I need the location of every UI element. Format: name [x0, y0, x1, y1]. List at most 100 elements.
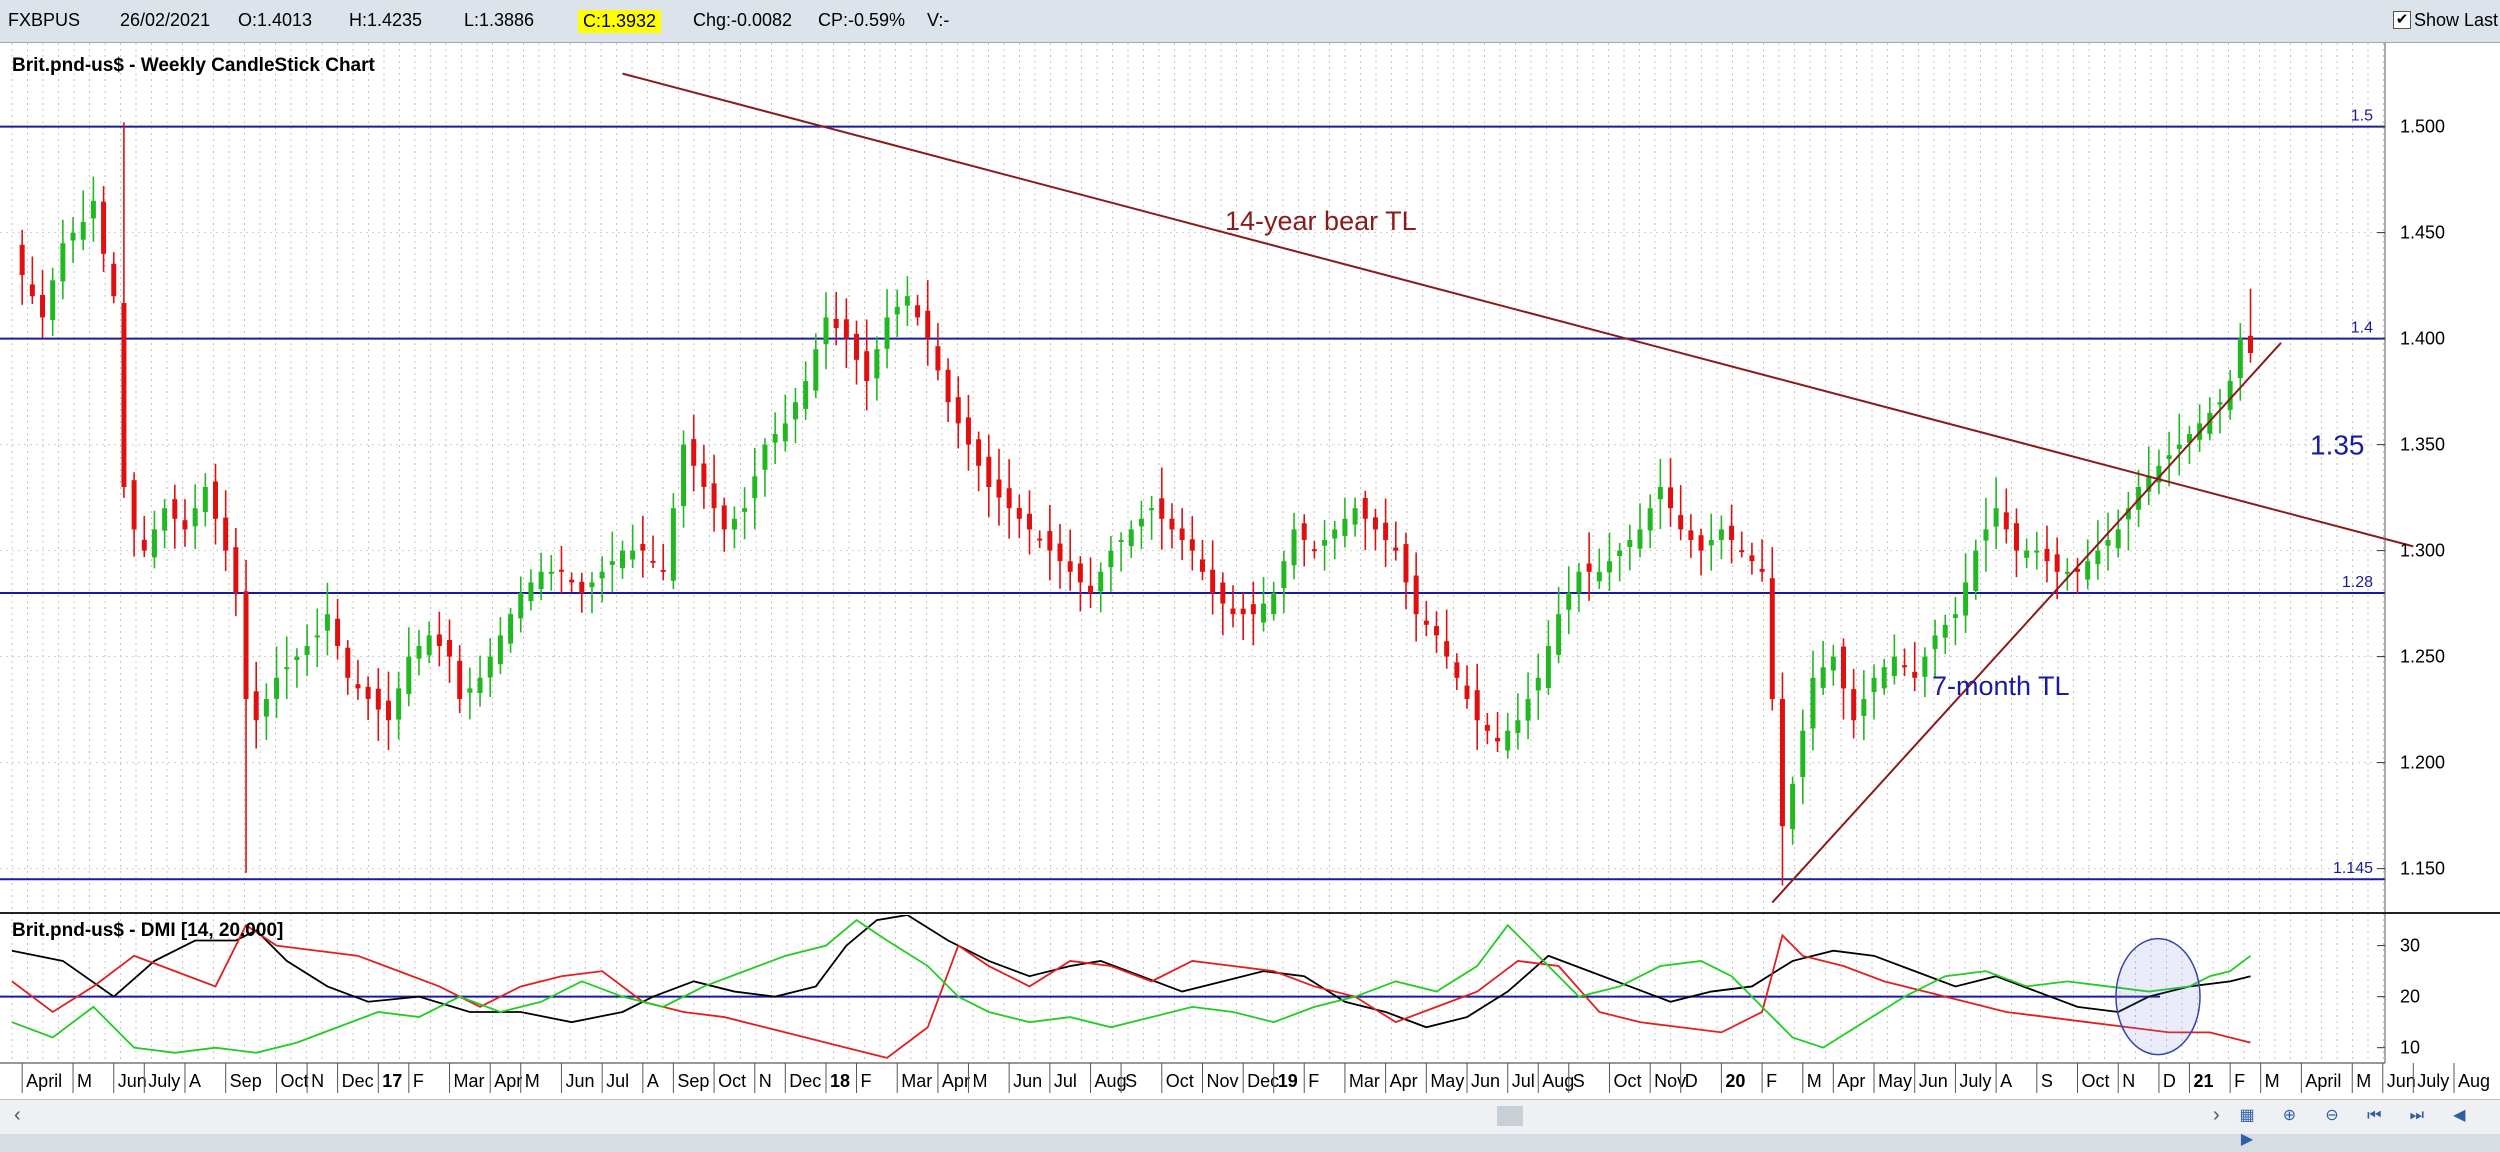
time-tick-label: Jun	[565, 1071, 594, 1091]
candle-body	[2034, 550, 2040, 553]
candle-body	[50, 280, 56, 321]
candle-body	[1464, 685, 1470, 699]
show-last-checkbox[interactable]: ✔	[2393, 11, 2411, 29]
candle-body	[1291, 529, 1297, 566]
time-tick-label: F	[1308, 1071, 1319, 1091]
candle-body	[2207, 412, 2213, 434]
time-tick-label: Aug	[2458, 1071, 2490, 1091]
candle-body	[2248, 335, 2253, 354]
time-tick-label: Oct	[2082, 1071, 2110, 1091]
zoom-out-icon[interactable]: ⊖	[2325, 1107, 2339, 1124]
candle-body	[1210, 569, 1216, 593]
candle-body	[1952, 614, 1958, 619]
time-tick-label: M	[2265, 1071, 2280, 1091]
go-last-icon[interactable]: ⏭	[2409, 1107, 2425, 1124]
candle-body	[1403, 544, 1409, 583]
candle-body	[915, 305, 921, 318]
candle-body	[1301, 523, 1307, 540]
candle-body	[365, 686, 371, 699]
candle-body	[1149, 508, 1155, 511]
candle-body	[630, 550, 636, 560]
dmi-plus-di-line	[11, 918, 2252, 1054]
candle-body	[1963, 582, 1969, 616]
candle-body	[1688, 530, 1694, 540]
candle-body	[945, 369, 951, 403]
time-tick-label: Apr	[494, 1071, 522, 1091]
candle-body	[304, 646, 310, 655]
candle-body	[1810, 677, 1816, 729]
time-tick-label: F	[2234, 1071, 2245, 1091]
scroll-right-icon[interactable]: ›	[2213, 1104, 2220, 1126]
candle-body	[1871, 677, 1877, 693]
go-first-icon[interactable]: ⏮	[2367, 1107, 2382, 1124]
candle-body	[1698, 535, 1704, 551]
candle-body	[385, 700, 391, 721]
candle-body	[1362, 497, 1368, 519]
candle-body	[681, 444, 687, 507]
candle-body	[131, 480, 137, 530]
time-axis-background	[0, 1063, 2385, 1099]
level-line-label: 1.145	[2333, 860, 2373, 877]
time-tick-label: A	[189, 1071, 201, 1091]
candle-body	[762, 444, 768, 470]
step-forward-icon[interactable]: ▶	[2240, 1131, 2254, 1148]
scroll-left-icon[interactable]: ‹	[14, 1104, 21, 1126]
time-tick-label: Apr	[1837, 1071, 1865, 1091]
candle-body	[162, 508, 168, 531]
candle-body	[263, 699, 269, 717]
candle-body	[101, 201, 107, 254]
candle-body	[2176, 444, 2182, 449]
candle-body	[1006, 488, 1012, 509]
time-tick-label: 17	[382, 1071, 402, 1091]
candle-body	[2125, 508, 2131, 520]
step-back-icon[interactable]: ◀	[2453, 1107, 2466, 1124]
candle-body	[854, 333, 860, 360]
candle-body	[986, 456, 992, 487]
time-tick-label: Oct	[281, 1071, 309, 1091]
volume-value: V:-	[927, 10, 950, 30]
horizontal-scrollbar[interactable]: ‹ › ▦ ⊕ ⊖ ⏮ ⏭ ◀ ▶	[0, 1099, 2500, 1148]
candle-body	[701, 463, 707, 487]
level-line-label: 1.5	[2351, 108, 2373, 125]
candle-body	[182, 520, 188, 530]
candle-body	[1118, 540, 1124, 542]
time-tick-label: July	[148, 1071, 180, 1091]
candle-body	[1617, 550, 1623, 556]
time-tick-label: Dec	[789, 1071, 821, 1091]
candle-body	[151, 529, 157, 558]
candle-body	[284, 667, 290, 670]
candle-body	[243, 591, 249, 699]
candle-body	[589, 582, 595, 588]
candle-body	[2237, 338, 2243, 379]
candle-body	[538, 571, 544, 590]
candle-body	[976, 439, 982, 466]
quote-toolbar: FXBPUS 26/02/2021 O:1.4013 H:1.4235 L:1.…	[0, 0, 2500, 43]
candle-body	[640, 544, 646, 551]
candle-body	[894, 306, 900, 315]
candle-body	[1983, 529, 1989, 541]
candle-body	[1047, 531, 1053, 551]
candle-body	[599, 571, 605, 579]
candle-body	[1535, 677, 1541, 691]
time-tick-label: F	[413, 1071, 424, 1091]
level-annotation-135: 1.35	[2310, 430, 2365, 461]
candle-body	[1576, 571, 1582, 593]
candle-body	[1627, 540, 1633, 548]
candle-body	[1484, 724, 1490, 731]
candle-body	[1037, 538, 1043, 541]
price-tick-label: 1.250	[2400, 647, 2445, 667]
candle-body	[1749, 555, 1755, 562]
candle-body	[60, 243, 66, 282]
grid-lines	[0, 43, 2385, 1063]
candle-body	[1169, 518, 1175, 530]
time-tick-label: Nov	[1654, 1071, 1686, 1091]
zoom-fit-icon[interactable]: ▦	[2239, 1107, 2255, 1124]
chart-area[interactable]: 1.5 1.4 1.28 1.145 1.35 14-year bear TL 7-mon…	[0, 43, 2500, 1099]
dmi-series-group	[11, 915, 2252, 1059]
scroll-thumb[interactable]	[1497, 1106, 1523, 1126]
time-tick-label: S	[2041, 1071, 2053, 1091]
zoom-in-icon[interactable]: ⊕	[2282, 1107, 2297, 1124]
time-tick-label: Jun	[2387, 1071, 2416, 1091]
candle-body	[1393, 547, 1399, 551]
support-trend-line	[1771, 342, 2282, 904]
